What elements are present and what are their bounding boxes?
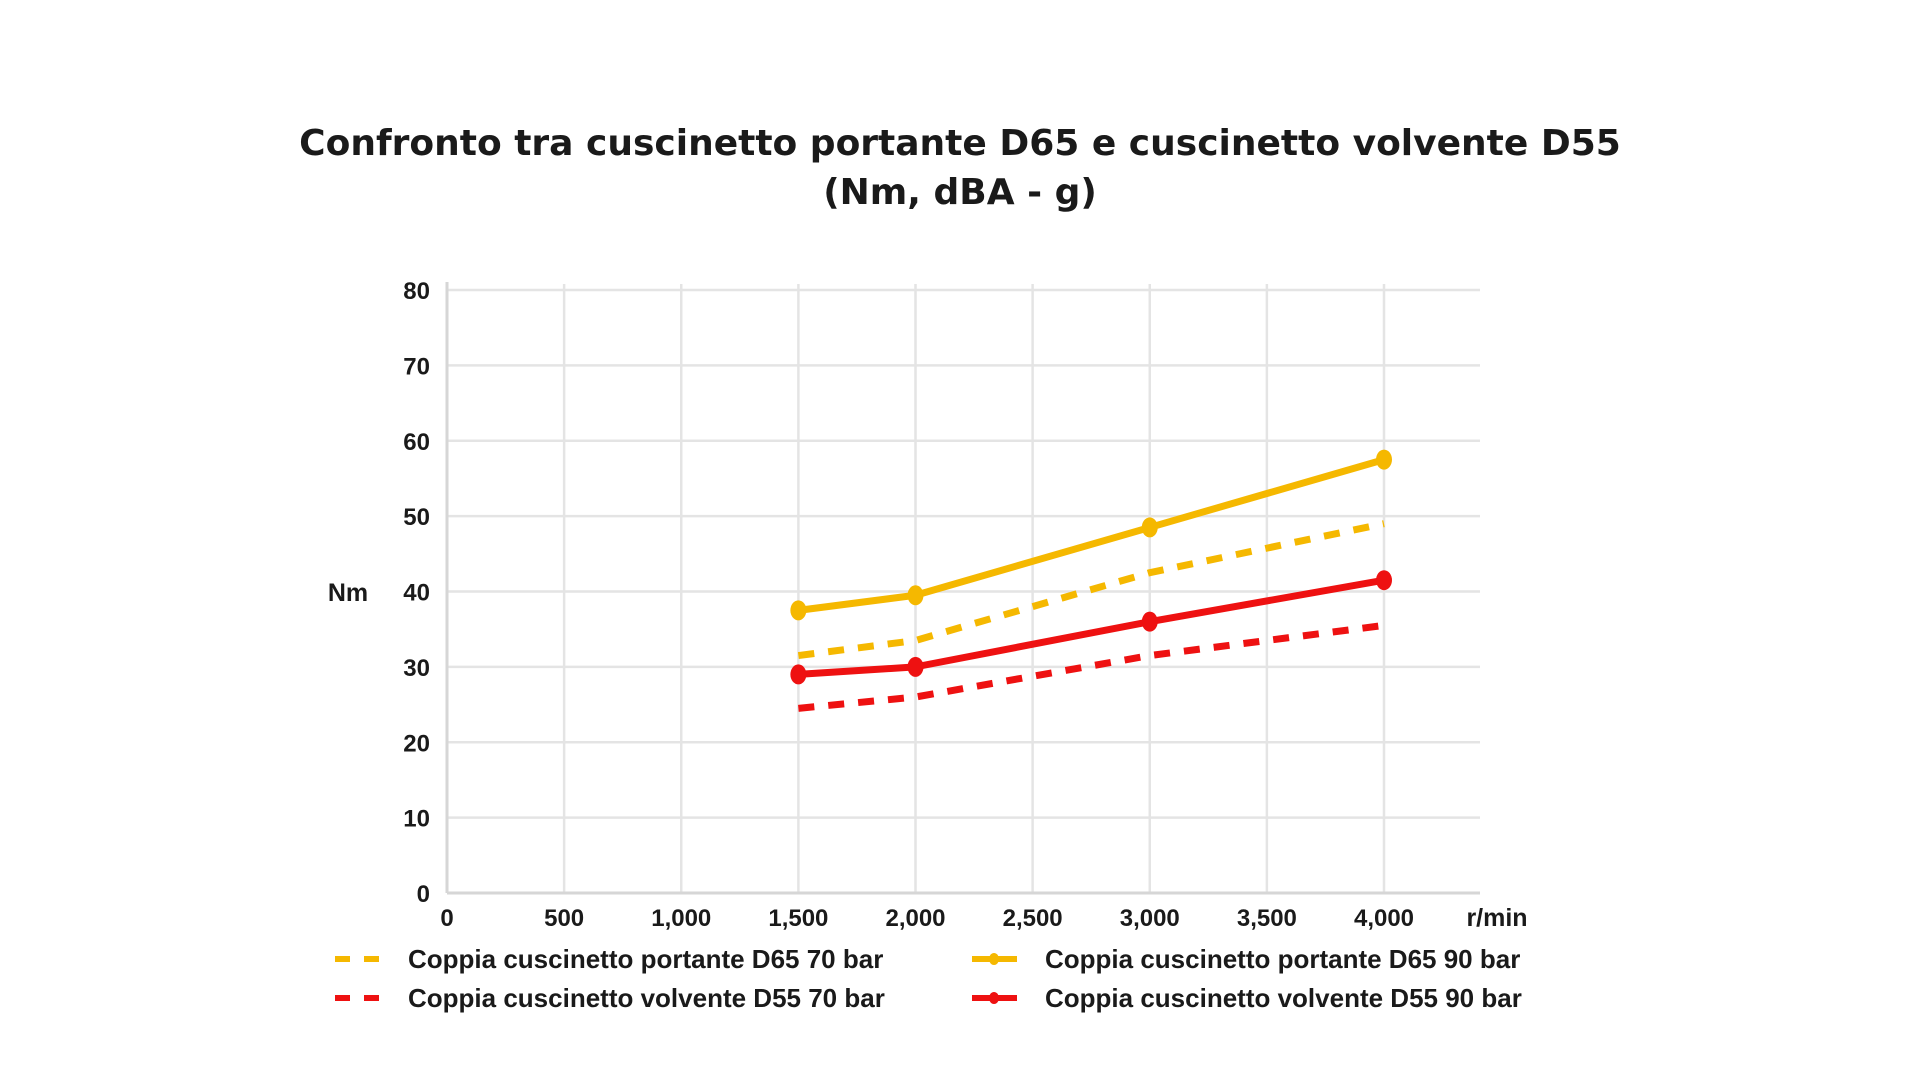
y-tick-label: 0 [417, 881, 430, 908]
series-lines [790, 449, 1392, 712]
data-point [1376, 570, 1392, 591]
data-point [907, 656, 924, 677]
series-line [797, 520, 1385, 660]
legend-label: Coppia cuscinetto volvente D55 90 bar [1045, 983, 1522, 1013]
x-tick-label: 3,500 [1237, 905, 1297, 932]
y-tick-labels: 0 10 20 30 40 50 60 70 80 [403, 278, 430, 908]
legend-marker [989, 992, 999, 1004]
y-tick-label: 60 [403, 429, 430, 456]
legend: Coppia cuscinetto portante D65 70 bar Cop… [335, 944, 1522, 1013]
y-tick-label: 40 [403, 580, 430, 607]
y-axis-label: Nm [328, 579, 368, 607]
series-line [794, 576, 1388, 678]
legend-label: Coppia cuscinetto portante D65 70 bar [408, 944, 883, 974]
axes [445, 282, 1480, 895]
x-tick-label: 3,000 [1120, 905, 1180, 932]
y-tick-label: 20 [403, 730, 430, 757]
data-point [1376, 449, 1392, 470]
y-tick-label: 10 [403, 806, 430, 833]
grid-lines [447, 284, 1480, 893]
x-tick-labels: 0 500 1,000 1,500 2,000 2,500 3,000 3,500 4,000 [440, 905, 1414, 932]
legend-label: Coppia cuscinetto volvente D55 70 bar [408, 983, 885, 1013]
y-tick-label: 30 [403, 655, 430, 682]
x-tick-label: 500 [544, 905, 584, 932]
x-tick-label: 0 [440, 905, 453, 932]
chart-subtitle: (Nm, dBA - g) [823, 172, 1097, 213]
data-point [790, 600, 807, 621]
series-line [794, 456, 1388, 614]
data-point [790, 664, 807, 685]
x-tick-label: 1,000 [651, 905, 711, 932]
data-point [1141, 611, 1158, 632]
y-tick-label: 80 [403, 278, 430, 305]
legend-label: Coppia cuscinetto portante D65 90 bar [1045, 944, 1520, 974]
x-tick-label: 2,000 [885, 905, 945, 932]
chart-title: Confronto tra cuscinetto portante D65 e … [299, 123, 1621, 164]
x-tick-label: 1,500 [768, 905, 828, 932]
legend-marker [989, 953, 999, 965]
x-axis-label: r/min [1466, 904, 1527, 932]
y-tick-label: 70 [403, 353, 430, 380]
data-point [907, 585, 924, 606]
x-tick-label: 2,500 [1003, 905, 1063, 932]
y-tick-label: 50 [403, 504, 430, 531]
x-tick-label: 4,000 [1354, 905, 1414, 932]
data-point [1141, 517, 1158, 538]
